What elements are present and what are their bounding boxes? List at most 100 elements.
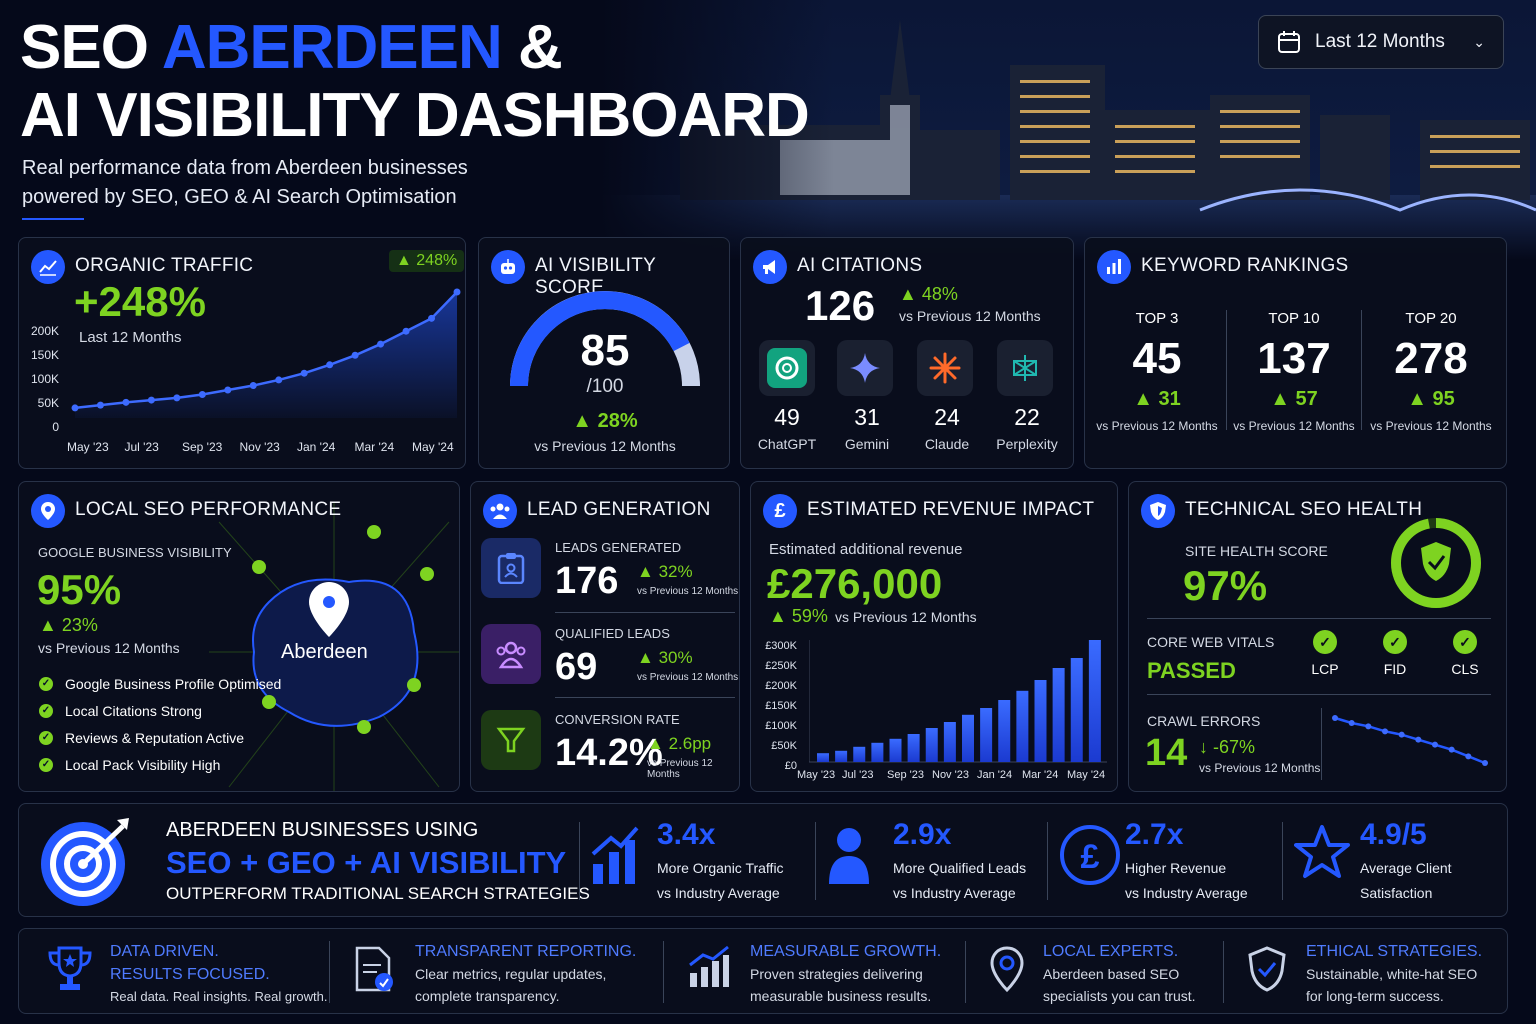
date-range-dropdown[interactable]: Last 12 Months ⌄ [1258,15,1504,69]
organic-point [351,351,359,359]
qualified-users-icon [496,641,526,669]
revenue-bar [889,738,902,762]
revenue-bar [871,742,884,762]
footer-features: DATA DRIVEN. RESULTS FOCUSED. Real data. R… [18,928,1508,1014]
revenue-y-tick: £200K [765,680,797,692]
chatgpt-label: ChatGPT [757,436,817,452]
banner-line-3: OUTPERFORM TRADITIONAL SEARCH STRATEGIES [166,884,590,903]
organic-x-tick: Jul '23 [124,440,159,454]
banner-divider [579,822,580,900]
footer-divider [1223,941,1224,1003]
crawl-point [1365,723,1372,730]
perplexity-count: 22 [1014,404,1040,430]
organic-point [122,398,130,406]
crawl-errors-label: CRAWL ERRORS [1147,713,1261,729]
megaphone-icon [753,250,787,284]
lead-generation-card: LEAD GENERATION LEADS GENERATED 176 ▲ 32% v… [470,481,740,792]
revenue-x-tick: Jul '23 [842,769,874,781]
lead-divider-2 [555,697,735,698]
revenue-y-tick: £250K [765,660,797,672]
lead-row-value: 176 [555,560,619,602]
tech-divider-3 [1321,708,1322,780]
location-pin-icon [31,494,65,528]
ai-score-vs: vs Previous 12 Months [534,438,676,454]
perplexity-logo-tile [997,340,1053,396]
growth-chart-icon [591,824,639,891]
revenue-bar [1070,658,1083,762]
technical-seo-title: TECHNICAL SEO HEALTH [1185,499,1423,520]
vital-label: LCP [1311,661,1339,677]
organic-period: Last 12 Months [79,329,182,346]
claude-logo-tile [917,340,973,396]
ai-score-max: /100 [586,376,624,397]
star-icon [1294,824,1350,885]
check-icon: ✓ [39,704,53,718]
crawl-point [1415,736,1422,743]
title-aberdeen: ABERDEEN [161,13,503,82]
organic-point [96,401,104,409]
vital-label: CLS [1451,661,1479,677]
page-title: SEO ABERDEEN & AI VISIBILITY DASHBOARD [20,13,810,150]
vital-check-icon: ✓ [1453,630,1477,654]
lead-generation-title: LEAD GENERATION [527,499,711,520]
revenue-bar [1034,680,1047,762]
banner-stat-value: 4.9/5 [1360,818,1427,851]
map-city-label: Aberdeen [281,641,368,663]
revenue-y-tick: £0 [784,760,797,772]
core-web-vitals-status: PASSED [1147,658,1236,683]
ai-citations-title: AI CITATIONS [797,255,923,276]
organic-x-tick: Nov '23 [239,440,280,454]
lead-row-vs: vs Previous 12 Months [647,758,713,780]
crawl-errors-change: ↓ -67% [1199,737,1256,757]
revenue-bar [817,753,829,762]
report-icon [353,945,395,998]
keyword-col-change-value: 57 [1295,388,1318,410]
lead-row-label: CONVERSION RATE [555,712,680,727]
crawl-point [1465,753,1472,760]
ai-citations-value: 126 [805,282,876,329]
revenue-bar [835,750,848,762]
footer-desc-2: for long-term success. [1306,988,1444,1004]
revenue-y-tick: £300K [765,640,797,652]
organic-y-tick: 200K [30,324,59,338]
organic-line [74,291,458,410]
calendar-icon [1278,31,1300,53]
local-seo-card: LOCAL SEO PERFORMANCE GOOGLE BUSINESS VI… [18,481,460,792]
revenue-title: ESTIMATED REVENUE IMPACT [807,499,1095,520]
clipboard-icon [497,553,525,584]
trophy-icon [47,945,93,998]
local-check-label: Reviews & Reputation Active [65,730,244,746]
claude-label: Claude [924,436,970,452]
organic-traffic-title: ORGANIC TRAFFIC [75,255,254,276]
organic-point [326,361,334,369]
local-check-label: Local Citations Strong [65,703,202,719]
footer-desc-1: Real data. Real insights. Real growth. [110,989,328,1004]
organic-point [453,288,461,296]
qualified-users-icon-tile [481,624,541,684]
footer-title-1: DATA DRIVEN. [110,943,219,960]
up-arrow-icon: ▲ [1407,388,1433,410]
footer-title-1: ETHICAL STRATEGIES. [1306,943,1483,960]
footer-desc-2: measurable business results. [750,988,932,1004]
local-check-item: ✓ Google Business Profile Optimised [39,676,281,692]
funnel-icon [496,727,526,753]
organic-point [71,404,79,412]
lead-row-vs: vs Previous 12 Months [637,586,739,597]
organic-badge-value: 248% [416,252,458,269]
lead-row-value: 69 [555,646,598,688]
revenue-bar [907,734,920,762]
google-visibility-change: ▲ 23% [39,615,98,635]
revenue-bar [853,746,866,762]
shield-check-icon [1421,542,1451,581]
footer-desc-1: Sustainable, white-hat SEO [1306,966,1478,982]
revenue-y-tick: £50K [771,740,797,752]
robot-icon [491,250,525,284]
banner-divider [1282,822,1283,900]
revenue-impact-card: £ ESTIMATED REVENUE IMPACT Estimated add… [750,481,1118,792]
revenue-x-tick: Mar '24 [1022,769,1059,781]
keyword-divider-2 [1361,310,1362,430]
lead-row-change: ▲ 2.6pp [647,734,711,754]
keyword-col-vs: vs Previous 12 Months [1096,419,1218,433]
keyword-col-label: TOP 10 [1268,310,1320,327]
lead-row-vs: vs Previous 12 Months [637,672,739,683]
